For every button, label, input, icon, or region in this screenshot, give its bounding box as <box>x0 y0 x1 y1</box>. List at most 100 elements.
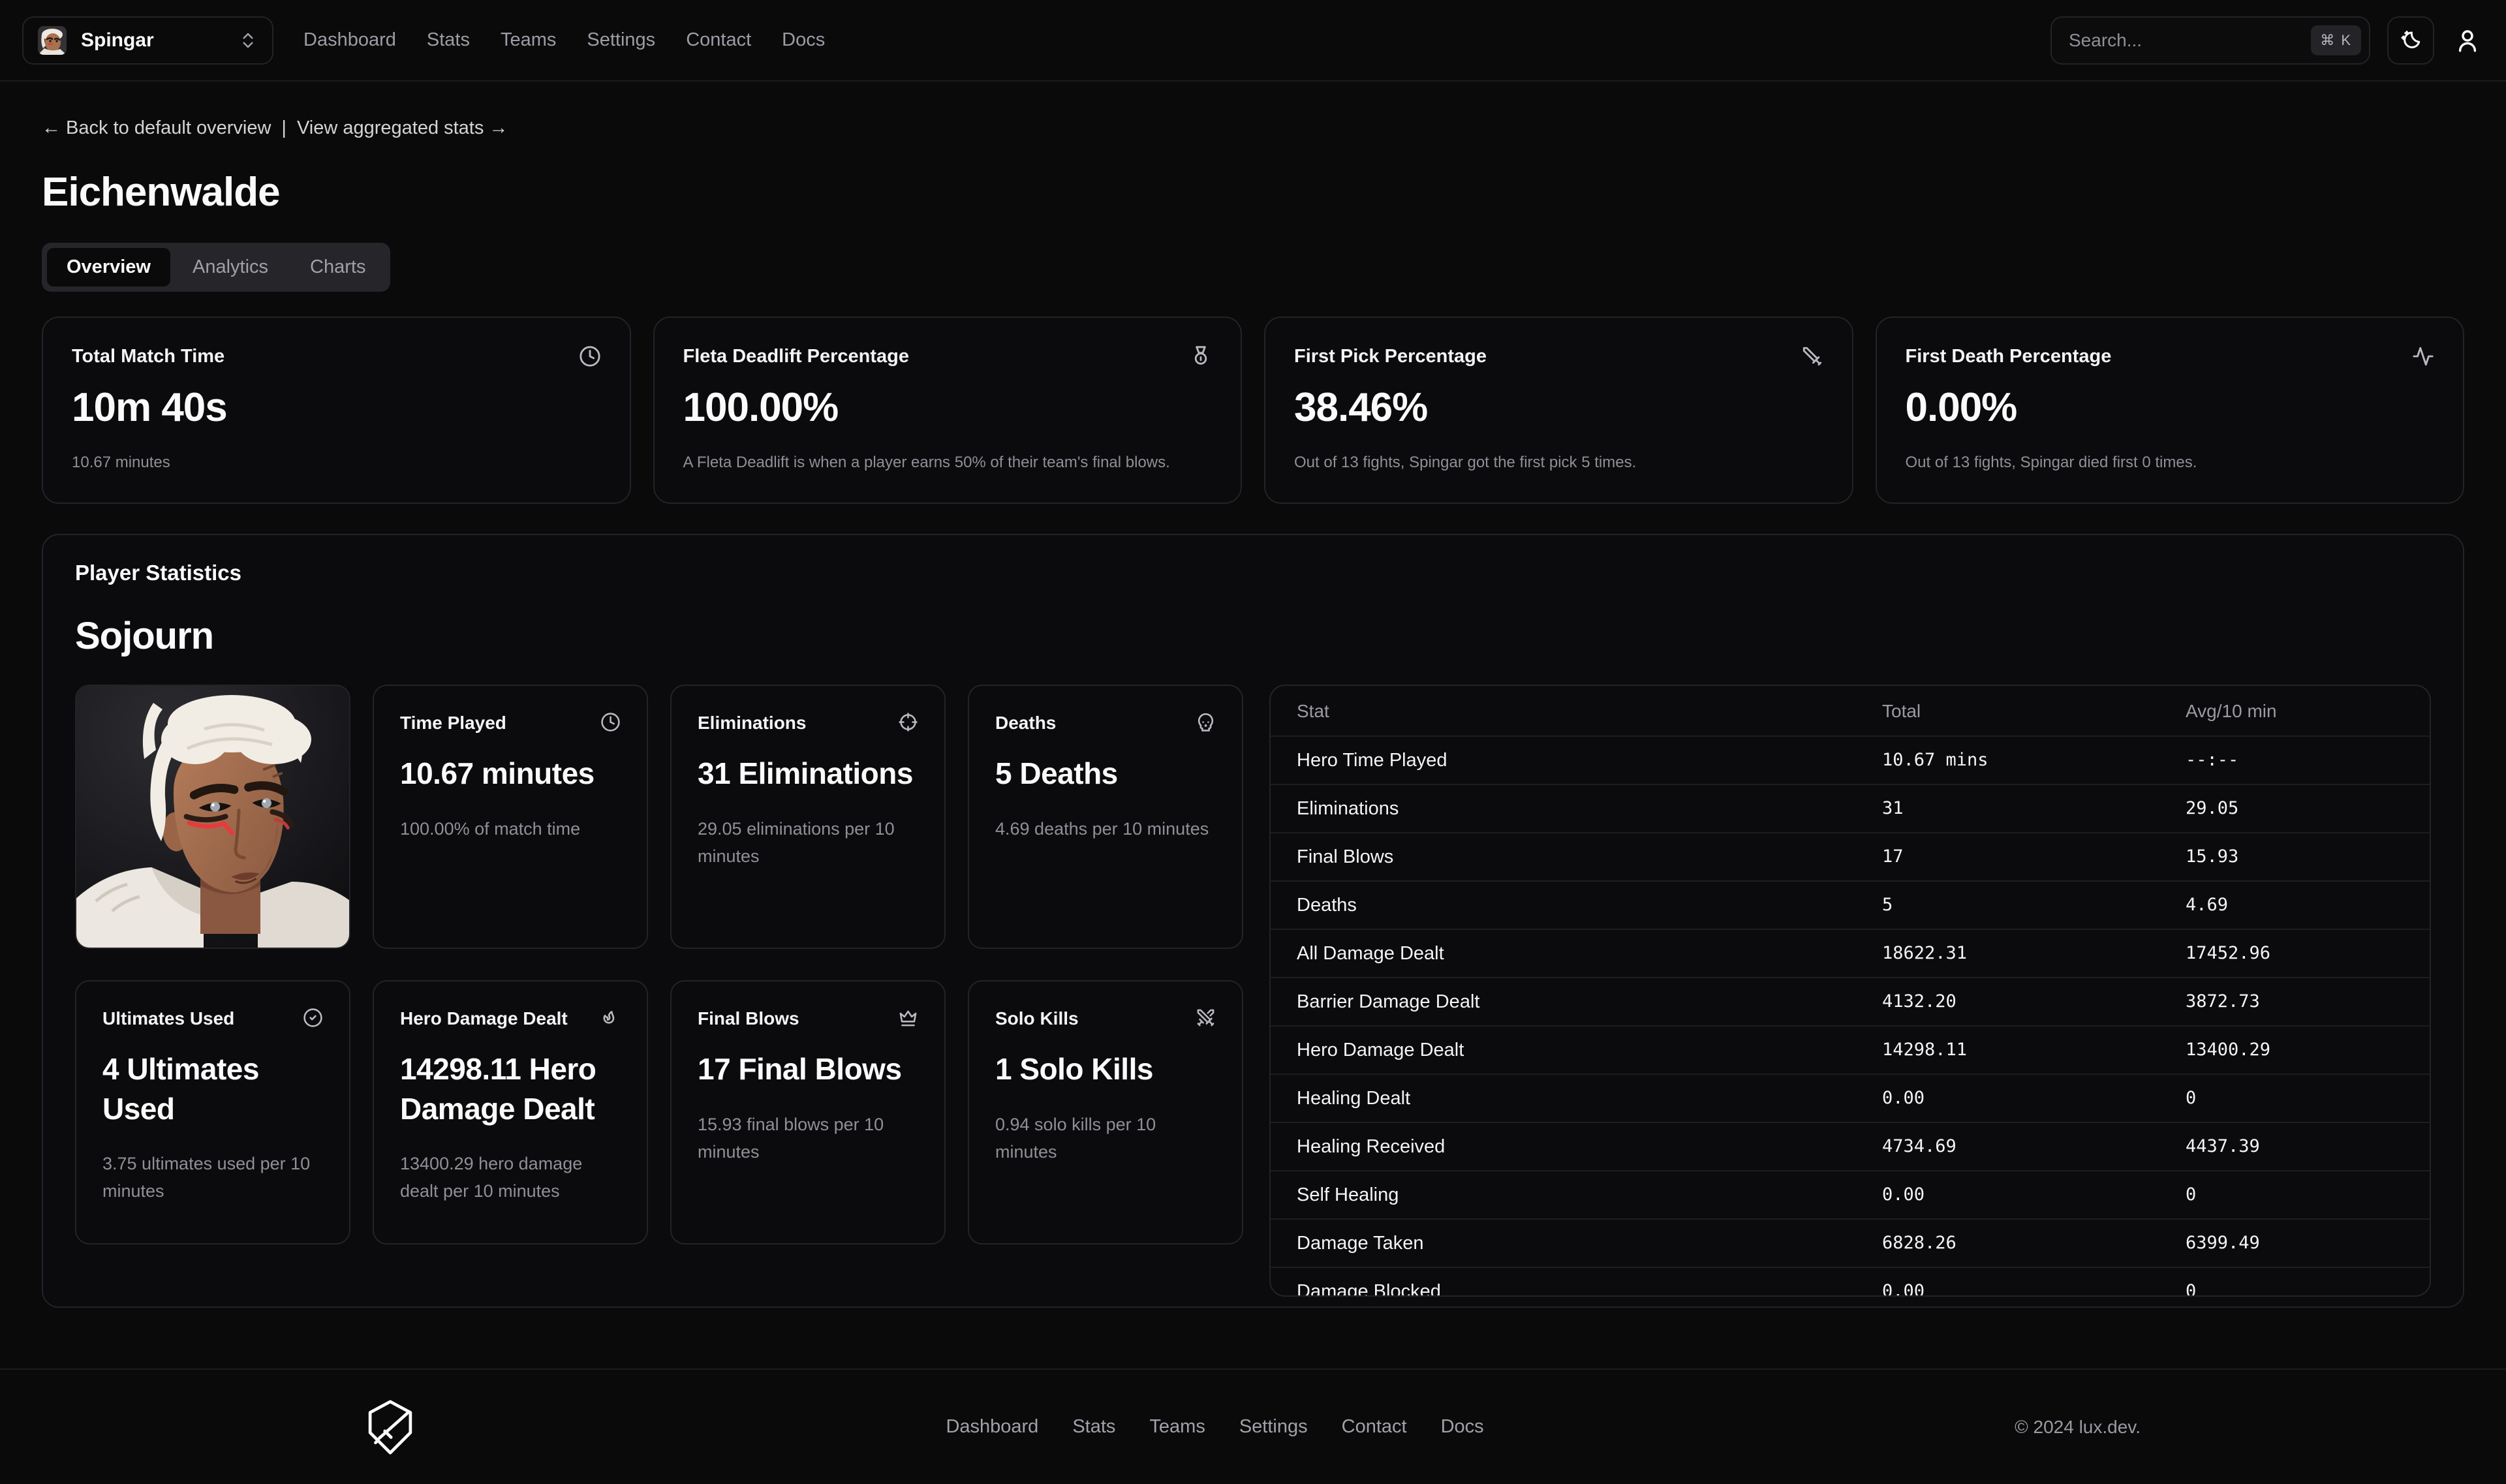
summary-cards-grid: Total Match Time 10m 40s 10.67 minutes F… <box>42 317 2464 504</box>
top-navbar: Spingar Dashboard Stats Teams Settings C… <box>0 0 2506 82</box>
player-name: Spingar <box>81 29 154 51</box>
tab[interactable]: Analytics <box>173 248 288 286</box>
table-row[interactable]: Eliminations 31 29.05 <box>1271 784 2430 832</box>
card-value: 17 Final Blows <box>698 1051 902 1086</box>
stats-table-body: Hero Time Played 10.67 mins --:-- Elimin… <box>1271 735 2430 1297</box>
footer-link[interactable]: Settings <box>1239 1416 1308 1438</box>
table-row[interactable]: Final Blows 17 15.93 <box>1271 832 2430 880</box>
card-subtext: A Fleta Deadlift is when a player earns … <box>683 454 1170 472</box>
card-title: Eliminations <box>698 713 807 734</box>
col-avg: Avg/10 min <box>2186 700 2277 721</box>
hero-stat-card: Solo Kills 1 Solo Kills 0.94 solo kills … <box>968 980 1243 1245</box>
row-stat-name: Final Blows <box>1297 846 1394 867</box>
nav-link[interactable]: Dashboard <box>303 29 396 51</box>
page-title: Eichenwalde <box>42 169 281 215</box>
copyright: © 2024 lux.dev. <box>2015 1416 2141 1437</box>
main-nav-links: Dashboard Stats Teams Settings Contact D… <box>303 29 825 52</box>
player-grid: Time Played 10.67 minutes 100.00% of mat… <box>75 685 2431 1297</box>
hero-stat-card: Deaths 5 Deaths 4.69 deaths per 10 minut… <box>968 685 1243 950</box>
activity-icon <box>2412 345 2434 367</box>
theme-toggle-button[interactable] <box>2387 16 2434 65</box>
shield-logo-icon <box>365 1399 415 1455</box>
card-title: Solo Kills <box>995 1008 1079 1029</box>
row-total-value: 0.00 <box>1882 1184 1925 1205</box>
row-stat-name: Healing Received <box>1297 1136 1446 1157</box>
row-stat-name: Deaths <box>1297 894 1357 916</box>
nav-link[interactable]: Contact <box>686 29 752 51</box>
card-value: 38.46% <box>1294 384 1428 430</box>
hero-stat-card: Eliminations 31 Eliminations 29.05 elimi… <box>670 685 946 950</box>
nav-link[interactable]: Stats <box>426 29 470 51</box>
row-avg-value: --:-- <box>2186 750 2239 771</box>
breadcrumb-separator: | <box>281 117 286 138</box>
stats-table[interactable]: Stat Total Avg/10 min Hero Time Played 1… <box>1269 685 2431 1297</box>
card-value: 31 Eliminations <box>698 756 913 790</box>
tab-bar: Overview Analytics Charts <box>42 243 391 292</box>
table-row[interactable]: Self Healing 0.00 0 <box>1271 1170 2430 1218</box>
table-row[interactable]: Damage Taken 6828.26 6399.49 <box>1271 1218 2430 1267</box>
row-total-value: 18622.31 <box>1882 943 1968 964</box>
hero-stat-card: Ultimates Used 4 Ultimates Used 3.75 ult… <box>75 980 350 1245</box>
table-row[interactable]: Hero Time Played 10.67 mins --:-- <box>1271 735 2430 784</box>
row-avg-value: 4437.39 <box>2186 1136 2260 1157</box>
crosshair-icon <box>898 712 918 732</box>
row-total-value: 14298.11 <box>1882 1040 1968 1060</box>
col-total: Total <box>1882 700 1921 721</box>
search-box[interactable]: ⌘ K <box>2050 16 2370 65</box>
row-avg-value: 15.93 <box>2186 846 2239 867</box>
tab[interactable]: Charts <box>290 248 385 286</box>
row-total-value: 0.00 <box>1882 1088 1925 1109</box>
nav-link[interactable]: Settings <box>587 29 656 51</box>
table-row[interactable]: Healing Dealt 0.00 0 <box>1271 1074 2430 1122</box>
table-row[interactable]: Hero Damage Dealt 14298.11 13400.29 <box>1271 1025 2430 1074</box>
row-total-value: 17 <box>1882 846 1904 867</box>
card-subtext: 29.05 eliminations per 10 minutes <box>698 818 895 866</box>
table-row[interactable]: Deaths 5 4.69 <box>1271 880 2430 929</box>
table-row[interactable]: Damage Blocked 0.00 0 <box>1271 1267 2430 1297</box>
footer-link[interactable]: Dashboard <box>946 1416 1039 1438</box>
player-statistics-section: Player Statistics Sojourn <box>42 534 2464 1308</box>
table-row[interactable]: All Damage Dealt 18622.31 17452.96 <box>1271 929 2430 977</box>
row-stat-name: Self Healing <box>1297 1184 1399 1205</box>
summary-card: First Pick Percentage 38.46% Out of 13 f… <box>1264 317 1853 504</box>
view-aggregated-stats-link[interactable]: View aggregated stats → <box>296 117 508 138</box>
row-stat-name: All Damage Dealt <box>1297 942 1444 964</box>
footer-link[interactable]: Teams <box>1149 1416 1205 1438</box>
player-selector[interactable]: Spingar <box>22 16 273 65</box>
card-value: 0.00% <box>1905 384 2018 430</box>
nav-right: ⌘ K <box>2050 16 2484 65</box>
row-avg-value: 6399.49 <box>2186 1233 2260 1254</box>
clock-icon <box>600 712 621 732</box>
tab[interactable]: Overview <box>47 248 170 287</box>
main-content: ← Back to default overview | View aggreg… <box>42 117 2464 1308</box>
hero-stat-card: Time Played 10.67 minutes 100.00% of mat… <box>373 685 648 950</box>
card-value: 14298.11 Hero Damage Dealt <box>400 1051 596 1126</box>
swords-icon <box>1196 1008 1216 1028</box>
row-total-value: 0.00 <box>1882 1281 1925 1297</box>
clock-icon <box>579 345 601 367</box>
hero-portrait <box>75 685 350 950</box>
card-subtext: 100.00% of match time <box>400 818 581 839</box>
footer-link[interactable]: Stats <box>1072 1416 1116 1438</box>
user-account-button[interactable] <box>2451 27 2484 54</box>
footer-link[interactable]: Contact <box>1341 1416 1407 1438</box>
row-total-value: 4734.69 <box>1882 1136 1957 1157</box>
card-title: Hero Damage Dealt <box>400 1008 568 1029</box>
card-value: 1 Solo Kills <box>995 1051 1153 1086</box>
row-avg-value: 0 <box>2186 1184 2197 1205</box>
card-value: 100.00% <box>683 384 839 430</box>
nav-link[interactable]: Teams <box>500 29 557 51</box>
row-stat-name: Damage Blocked <box>1297 1280 1441 1297</box>
row-total-value: 31 <box>1882 798 1904 819</box>
back-to-overview-link[interactable]: ← Back to default overview <box>42 117 271 138</box>
table-row[interactable]: Healing Received 4734.69 4437.39 <box>1271 1122 2430 1170</box>
footer-link[interactable]: Docs <box>1440 1416 1484 1438</box>
card-title: First Pick Percentage <box>1294 346 1487 367</box>
row-stat-name: Damage Taken <box>1297 1232 1424 1254</box>
section-label: Player Statistics <box>75 561 241 585</box>
nav-link[interactable]: Docs <box>782 29 826 51</box>
circle-check-icon <box>303 1008 323 1028</box>
card-title: Final Blows <box>698 1008 799 1029</box>
row-stat-name: Barrier Damage Dealt <box>1297 991 1480 1012</box>
table-row[interactable]: Barrier Damage Dealt 4132.20 3872.73 <box>1271 977 2430 1025</box>
